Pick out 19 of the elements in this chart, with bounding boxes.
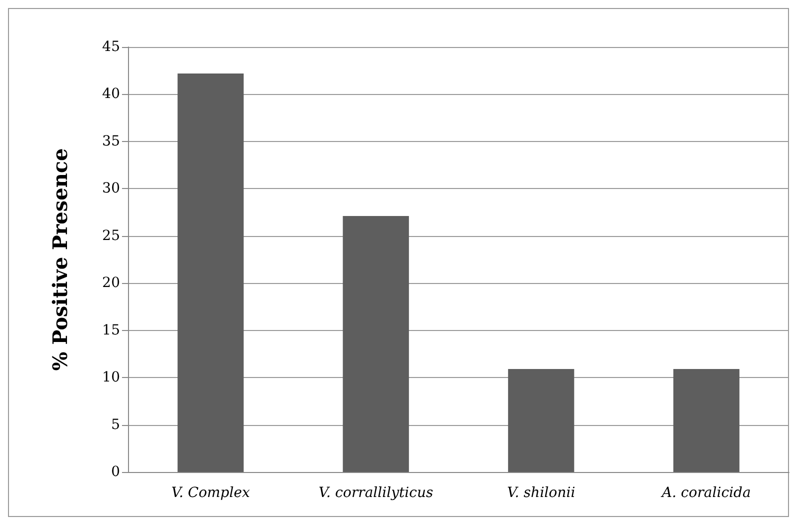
- y-axis-title: % Positive Presence: [48, 148, 72, 371]
- x-tick-label: V. shilonii: [507, 485, 576, 501]
- y-tick-label: 25: [102, 228, 120, 244]
- bar: [508, 369, 574, 472]
- x-tick-label: A. coralicida: [660, 485, 751, 501]
- y-tick-label: 20: [102, 275, 120, 292]
- bar: [178, 73, 244, 472]
- y-tick-label: 40: [102, 86, 120, 102]
- y-tick-label: 10: [102, 370, 120, 386]
- y-tick-label: 15: [102, 322, 120, 338]
- y-tick-label: 35: [102, 133, 120, 150]
- bar: [673, 369, 740, 472]
- y-tick-label: 0: [111, 464, 120, 480]
- x-tick-label: V. corrallilyticus: [318, 485, 434, 501]
- x-tick-label: V. Complex: [171, 485, 250, 501]
- y-tick-label: 5: [111, 416, 120, 433]
- y-tick-label: 45: [102, 39, 120, 55]
- y-tick-label: 30: [102, 180, 120, 197]
- bar: [342, 216, 409, 472]
